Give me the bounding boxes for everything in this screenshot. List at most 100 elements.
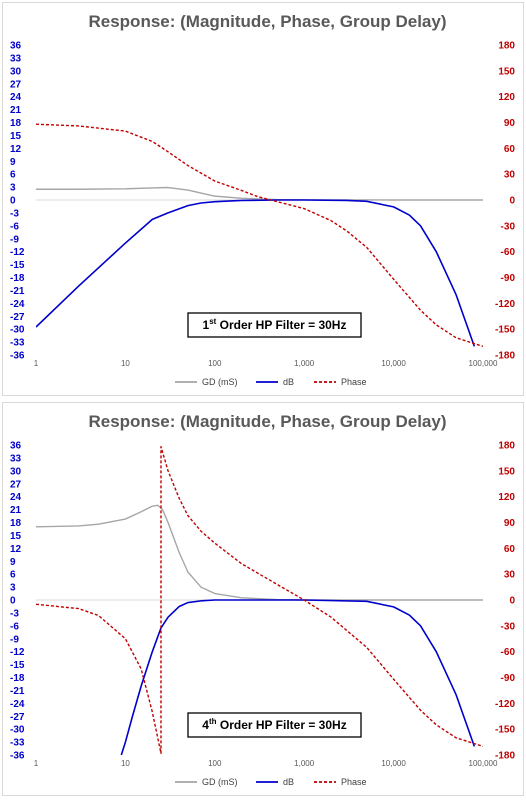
y-left-tick-label: -6 — [10, 621, 19, 632]
y-right-tick-label: 180 — [498, 441, 515, 452]
y-right-tick-label: 120 — [498, 92, 515, 103]
y-left-tick-label: -12 — [10, 247, 25, 258]
y-left-tick-label: 0 — [10, 596, 16, 607]
y-left-tick-label: 36 — [10, 41, 22, 52]
y-left-tick-label: 12 — [10, 544, 22, 555]
legend-label-db: dB — [283, 777, 294, 787]
legend-label-gd-ms: GD (mS) — [202, 777, 238, 787]
y-right-tick-label: 90 — [504, 518, 516, 529]
series-db-line — [120, 599, 476, 755]
y-left-tick-label: 3 — [10, 183, 16, 194]
y-left-tick-label: 6 — [10, 170, 16, 181]
chart-svg: Response: (Magnitude, Phase, Group Delay… — [10, 412, 516, 787]
y-left-tick-label: -15 — [10, 660, 25, 671]
annotation-order-suffix: th — [209, 717, 217, 726]
y-right-tick-label: 60 — [504, 544, 516, 555]
y-left-tick-label: 33 — [10, 53, 22, 64]
y-left-tick-label: -15 — [10, 260, 25, 271]
y-left-tick-label: 3 — [10, 583, 16, 594]
series-phase-line — [36, 446, 483, 754]
legend-label-phase: Phase — [341, 377, 367, 387]
y-right-tick-label: 30 — [504, 570, 516, 581]
y-left-tick-label: 30 — [10, 66, 22, 77]
y-left-tick-label: -30 — [10, 725, 25, 736]
y-left-tick-label: -3 — [10, 608, 19, 619]
annotation-order: 4 — [202, 718, 209, 732]
y-left-tick-label: -30 — [10, 325, 25, 336]
y-left-tick-label: -18 — [10, 673, 25, 684]
y-left-tick-label: -18 — [10, 273, 25, 284]
y-left-tick-label: -36 — [10, 751, 25, 762]
x-tick-label: 100 — [208, 759, 222, 768]
x-tick-label: 1,000 — [294, 359, 315, 368]
y-left-tick-label: 27 — [10, 79, 22, 90]
legend-label-db: dB — [283, 377, 294, 387]
annotation-text: 1st Order HP Filter = 30Hz — [203, 317, 347, 332]
annotation-description: Order HP Filter = 30Hz — [217, 718, 347, 732]
y-right-tick-label: -150 — [495, 325, 515, 336]
series-gd-ms-line — [36, 186, 483, 201]
y-left-tick-label: 18 — [10, 518, 22, 529]
y-left-tick-label: 15 — [10, 531, 22, 542]
y-left-tick-label: 36 — [10, 441, 22, 452]
y-left-tick-label: -24 — [10, 699, 25, 710]
chart-panel-4th-order: Response: (Magnitude, Phase, Group Delay… — [2, 402, 524, 796]
x-tick-label: 10 — [121, 759, 130, 768]
legend-label-phase: Phase — [341, 777, 367, 787]
y-left-tick-label: -36 — [10, 351, 25, 362]
y-left-tick-label: 15 — [10, 131, 22, 142]
y-left-tick-label: -24 — [10, 299, 25, 310]
y-right-tick-label: 30 — [504, 170, 516, 181]
y-left-tick-label: 12 — [10, 144, 22, 155]
chart-svg: Response: (Magnitude, Phase, Group Delay… — [10, 12, 516, 387]
x-tick-label: 100,000 — [469, 359, 498, 368]
y-right-tick-label: -90 — [501, 673, 516, 684]
y-right-tick-label: -120 — [495, 699, 515, 710]
y-left-tick-label: -27 — [10, 312, 25, 323]
annotation-order-suffix: st — [209, 317, 216, 326]
y-left-tick-label: 6 — [10, 570, 16, 581]
y-right-tick-label: -150 — [495, 725, 515, 736]
chart-panel-1st-order: Response: (Magnitude, Phase, Group Delay… — [2, 2, 524, 396]
y-right-tick-label: 0 — [509, 596, 515, 607]
y-left-tick-label: -33 — [10, 738, 25, 749]
y-right-tick-label: 150 — [498, 466, 515, 477]
chart-title: Response: (Magnitude, Phase, Group Delay… — [88, 412, 446, 431]
y-left-tick-label: -27 — [10, 712, 25, 723]
y-right-tick-label: -30 — [501, 621, 516, 632]
y-left-tick-label: -9 — [10, 234, 19, 245]
annotation-description: Order HP Filter = 30Hz — [216, 318, 346, 332]
annotation-order: 1 — [203, 318, 210, 332]
y-left-tick-label: 27 — [10, 479, 22, 490]
x-tick-label: 10 — [121, 359, 130, 368]
y-left-tick-label: -9 — [10, 634, 19, 645]
y-right-tick-label: -90 — [501, 273, 516, 284]
series-gd-ms-line — [36, 504, 483, 601]
x-tick-label: 1,000 — [294, 759, 315, 768]
y-left-tick-label: 33 — [10, 453, 22, 464]
y-left-tick-label: 24 — [10, 492, 22, 503]
y-left-tick-label: -33 — [10, 338, 25, 349]
y-right-tick-label: 150 — [498, 66, 515, 77]
x-tick-label: 10,000 — [381, 759, 406, 768]
annotation-box — [187, 312, 362, 338]
x-tick-label: 100,000 — [469, 759, 498, 768]
legend-label-gd-ms: GD (mS) — [202, 377, 238, 387]
x-tick-label: 1 — [34, 359, 39, 368]
y-left-tick-label: -21 — [10, 686, 25, 697]
x-tick-label: 10,000 — [381, 359, 406, 368]
y-right-tick-label: -180 — [495, 751, 515, 762]
y-right-tick-label: -30 — [501, 221, 516, 232]
y-left-tick-label: 21 — [10, 105, 22, 116]
y-right-tick-label: 180 — [498, 41, 515, 52]
y-left-tick-label: 9 — [10, 157, 16, 168]
y-right-tick-label: -60 — [501, 247, 516, 258]
y-left-tick-label: 30 — [10, 466, 22, 477]
chart-title: Response: (Magnitude, Phase, Group Delay… — [88, 12, 446, 31]
y-left-tick-label: 24 — [10, 92, 22, 103]
y-right-tick-label: 90 — [504, 118, 516, 129]
y-left-tick-label: 9 — [10, 557, 16, 568]
y-left-tick-label: 18 — [10, 118, 22, 129]
y-left-tick-label: -3 — [10, 208, 19, 219]
y-left-tick-label: -6 — [10, 221, 19, 232]
